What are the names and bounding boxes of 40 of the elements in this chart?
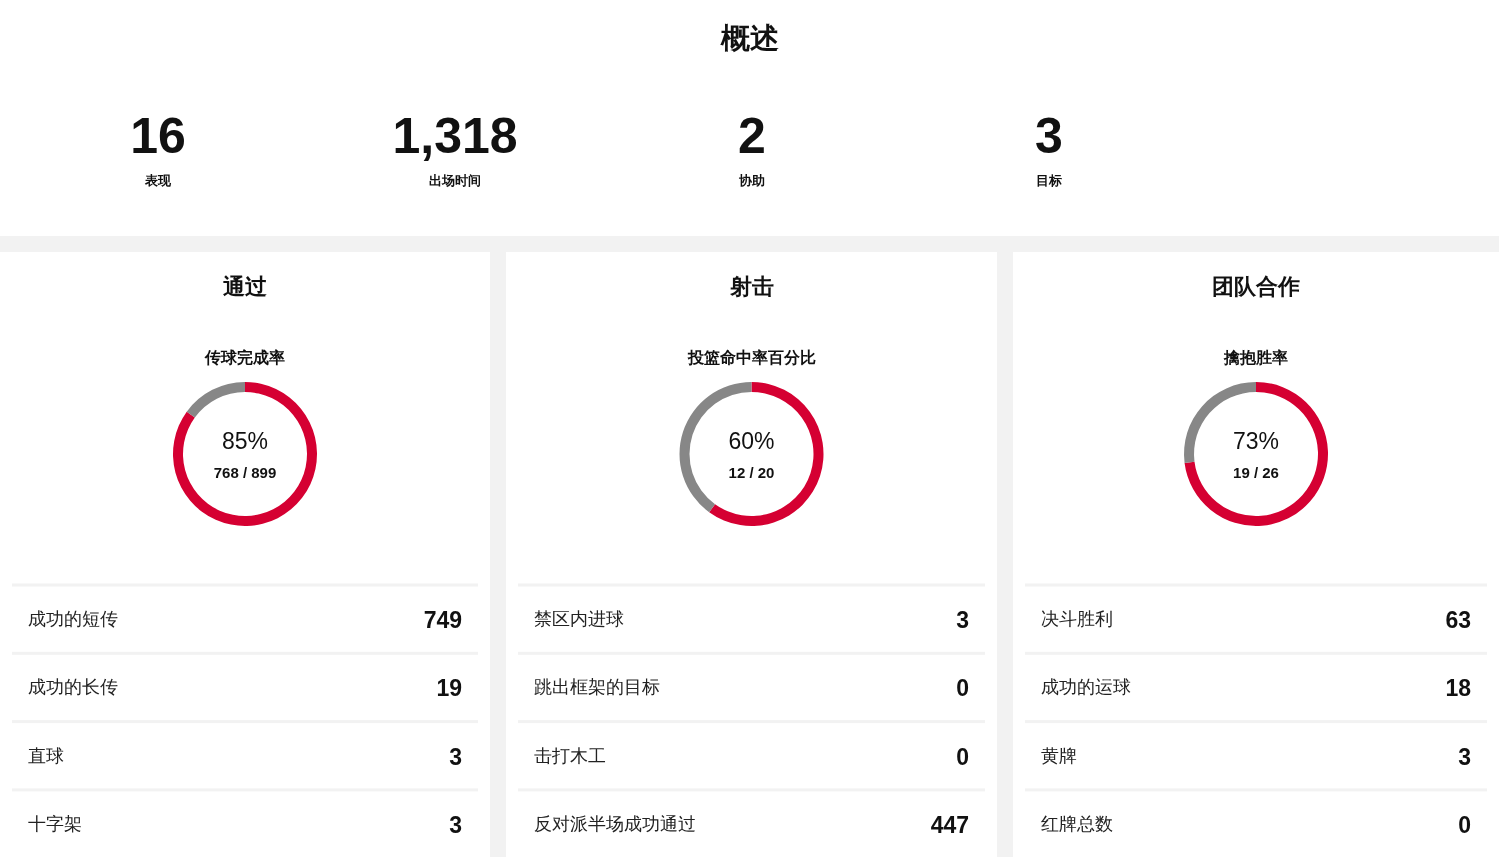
category-label: 禁区内进球 (534, 609, 624, 629)
category-label: 成功的长传 (28, 677, 118, 698)
data-label: 63 (1445, 607, 1471, 633)
chart-subtitle: 投篮命中率百分比 (686, 347, 816, 366)
data-label: 0 (956, 675, 969, 702)
chart-title: 通过 (222, 273, 267, 299)
donut-slice (173, 382, 317, 526)
data-label: 3 (1458, 743, 1471, 770)
category-label: 成功的短传 (28, 609, 118, 629)
data-label: 85% (221, 428, 269, 454)
text: 12 / 20 (728, 463, 775, 481)
data-label: 447 (930, 811, 969, 838)
category-label: 红牌总数 (1041, 813, 1113, 834)
chart-subtitle: 擒抱胜率 (1223, 347, 1288, 366)
category-label: 跳出框架的目标 (534, 677, 660, 698)
category-label: 直球 (28, 745, 64, 766)
chart-title: 团队合作 (1212, 273, 1300, 299)
chart-subtitle: 传球完成率 (204, 347, 285, 366)
text: 19 / 26 (1233, 463, 1279, 481)
data-label: 19 (436, 675, 462, 702)
category-label: 成功的运球 (1041, 677, 1131, 698)
text: 768 / 899 (213, 463, 277, 481)
data-label: 18 (1445, 675, 1472, 702)
data-label: 749 (423, 607, 462, 633)
category-label: 决斗胜利 (1041, 609, 1113, 629)
donut-slice (186, 382, 245, 418)
category-label: 黄牌 (1041, 745, 1077, 766)
category-label: 击打木工 (534, 745, 606, 766)
category-label: 反对派半场成功通过 (534, 813, 696, 834)
data-label: 3 (449, 811, 462, 838)
donut-slice (1184, 382, 1328, 526)
chart-title: 射击 (728, 273, 774, 299)
data-label: 0 (1458, 811, 1471, 838)
data-label: 60% (728, 428, 775, 454)
data-label: 73% (1232, 428, 1280, 454)
data-label: 0 (956, 743, 969, 770)
donut-slice (709, 382, 824, 526)
category-label: 十字架 (28, 813, 82, 834)
data-label: 3 (956, 607, 969, 633)
data-label: 3 (449, 743, 462, 770)
